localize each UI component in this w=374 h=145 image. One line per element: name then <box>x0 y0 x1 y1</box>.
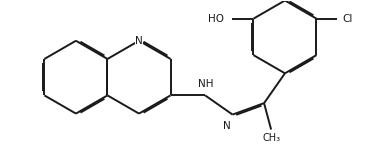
Text: N: N <box>135 36 143 46</box>
Text: HO: HO <box>208 14 224 24</box>
Text: NH: NH <box>199 79 214 89</box>
Text: N: N <box>223 121 231 131</box>
Text: Cl: Cl <box>342 14 352 24</box>
Text: CH₃: CH₃ <box>262 133 280 143</box>
